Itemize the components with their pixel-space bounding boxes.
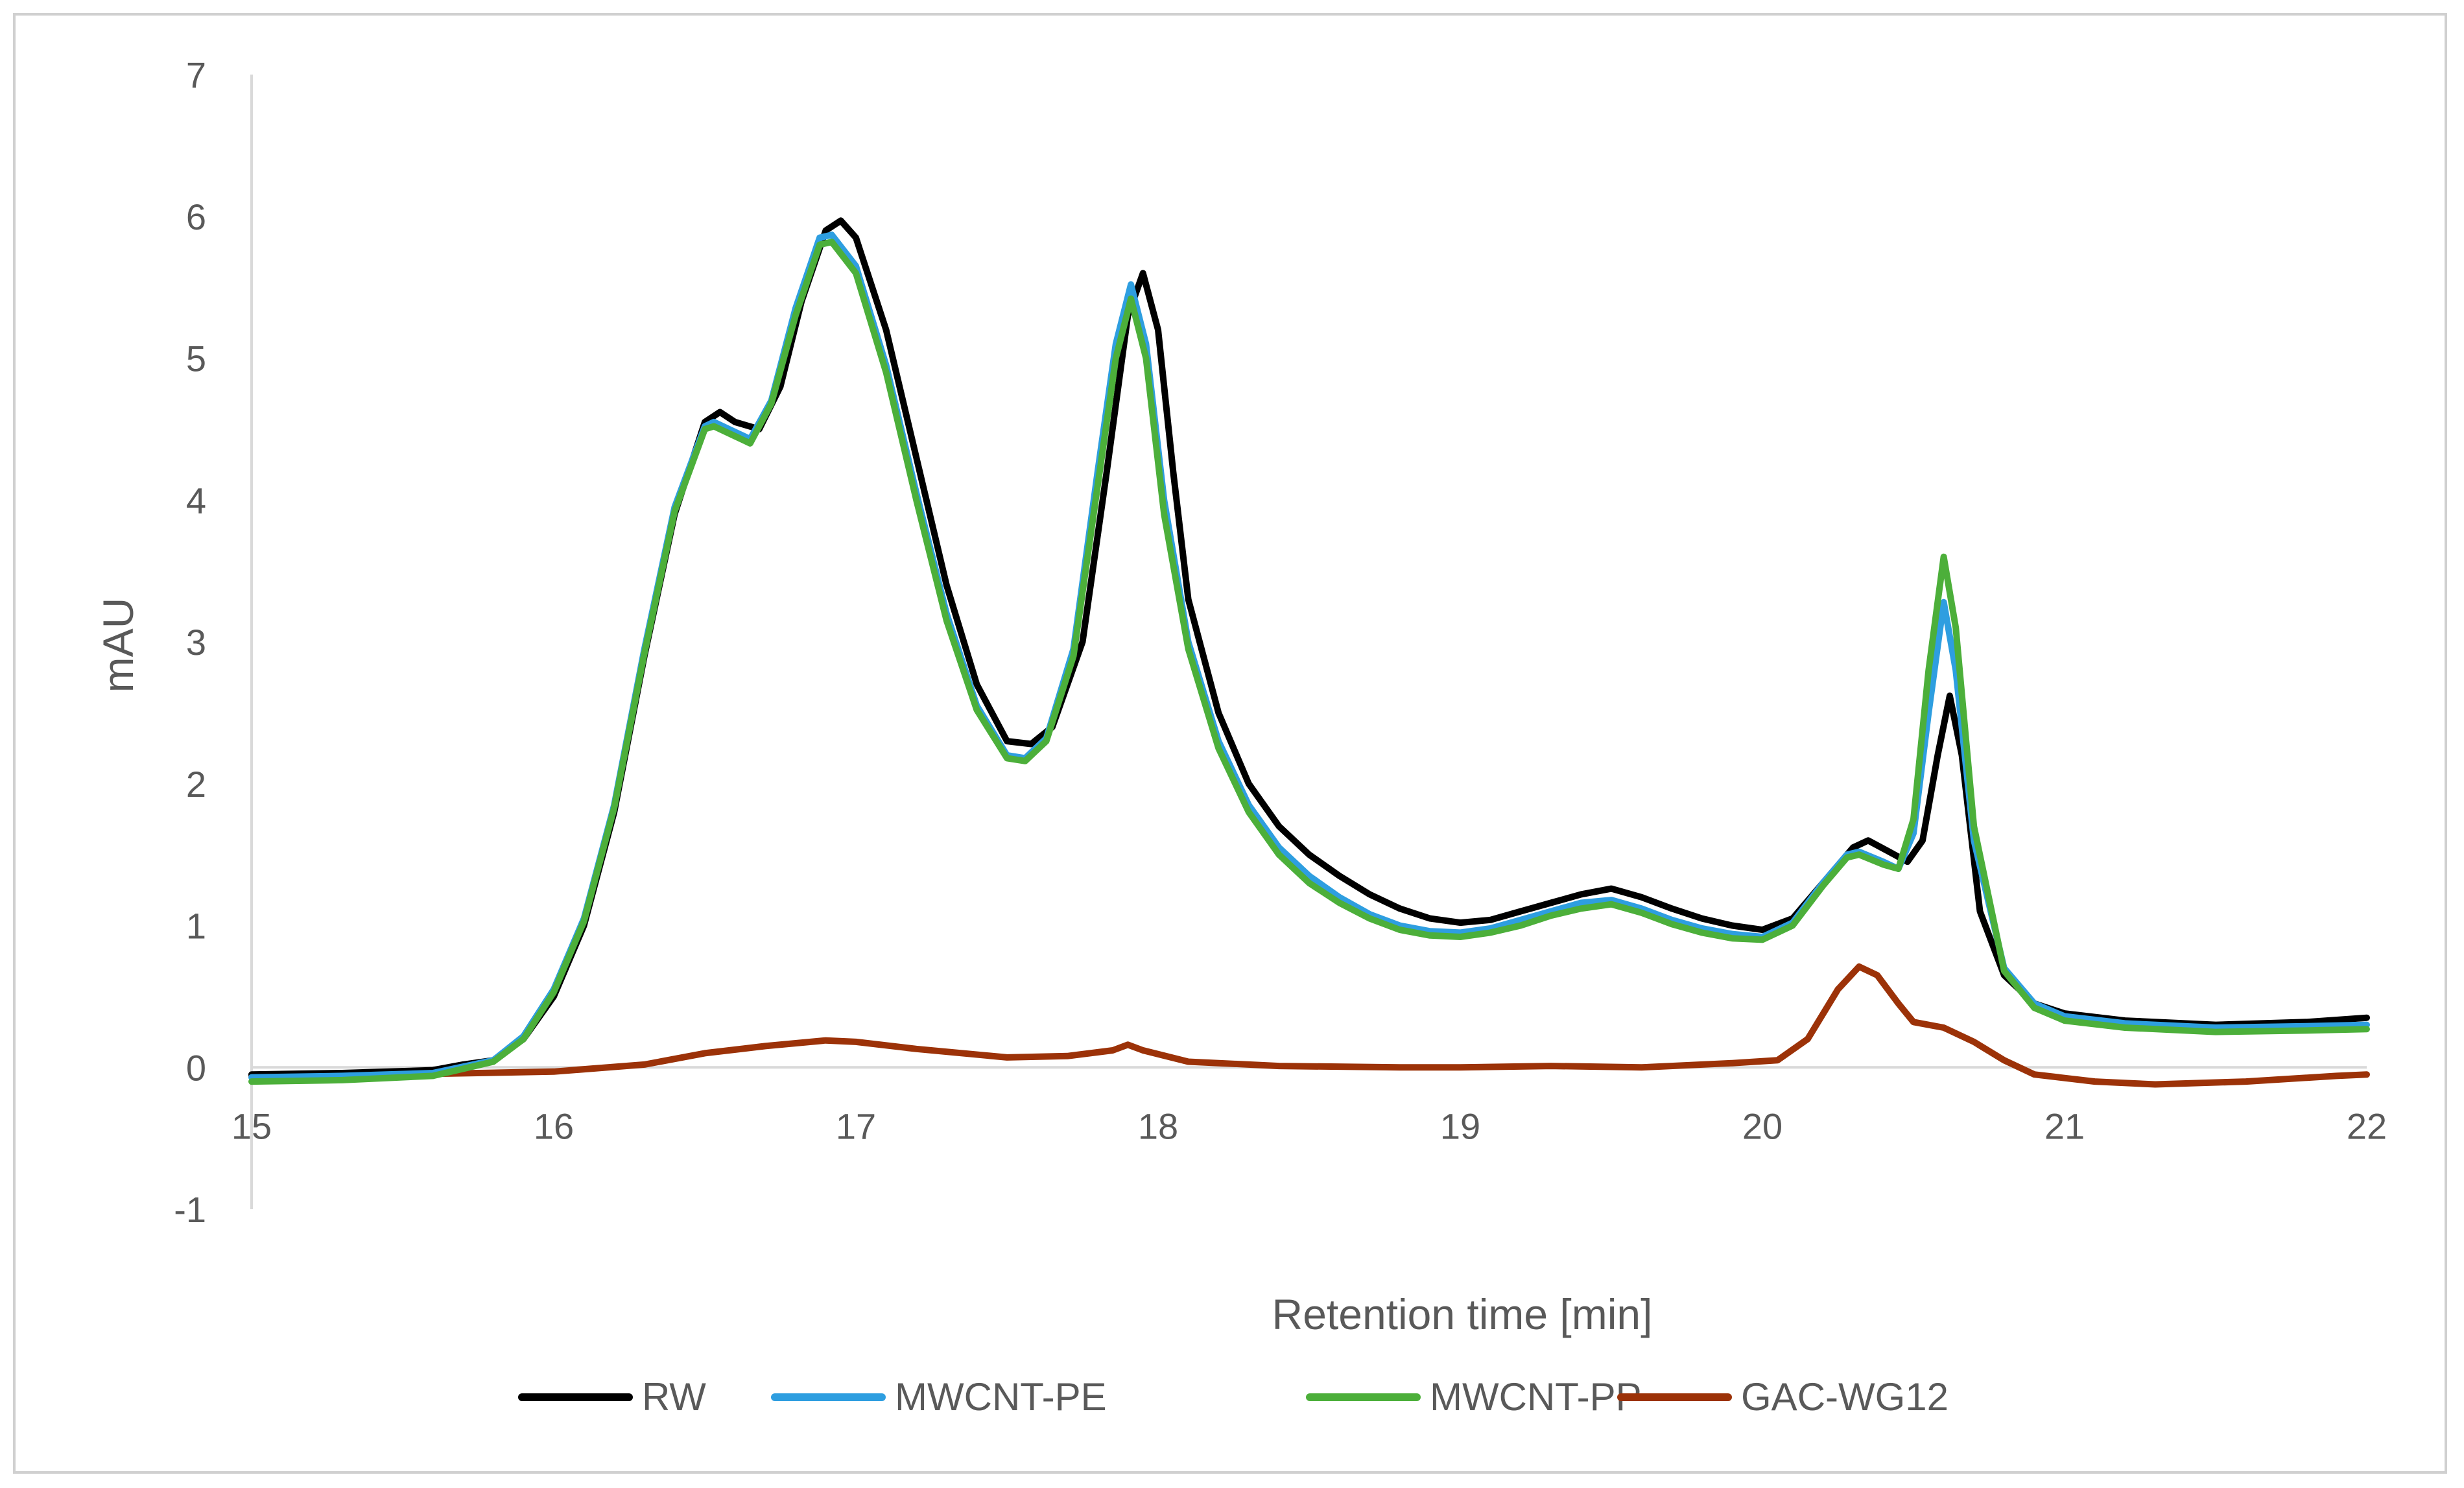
series-line-gac-wg12 (248, 963, 2370, 1088)
y-tick-label: 4 (186, 480, 206, 521)
series-line-mwcnt-pp (248, 239, 2370, 1085)
legend-label: RW (642, 1375, 706, 1419)
x-tick-label: 16 (534, 1105, 574, 1146)
legend: RW MWCNT-PE MWCNT-PP GAC-WG12 (518, 1375, 1949, 1419)
y-tick-label: 1 (186, 906, 206, 947)
y-tick-label: 2 (186, 764, 206, 805)
y-tick-label: 7 (186, 54, 206, 95)
plot-area (248, 217, 2370, 1088)
y-tick-label: 3 (186, 622, 206, 663)
legend-label: MWCNT-PE (895, 1375, 1107, 1419)
x-axis-title: Retention time [min] (1272, 1290, 1653, 1338)
x-tick-label: 18 (1138, 1105, 1178, 1146)
x-tick-label: 15 (231, 1105, 272, 1146)
legend-label: MWCNT-PP (1430, 1375, 1642, 1419)
x-tick-label: 20 (1742, 1105, 1783, 1146)
series-line-rw (248, 217, 2370, 1078)
y-tick-label: 6 (186, 196, 206, 237)
x-tick-label: 22 (2347, 1105, 2387, 1146)
y-tick-label: 5 (186, 338, 206, 379)
y-axis-title: mAU (94, 598, 142, 693)
x-tick-label: 21 (2044, 1105, 2085, 1146)
x-tick-label: 19 (1440, 1105, 1480, 1146)
y-tick-label: 0 (186, 1047, 206, 1088)
x-tick-label: 17 (836, 1105, 876, 1146)
legend-label: GAC-WG12 (1741, 1375, 1949, 1419)
y-tick-label: -1 (174, 1189, 206, 1230)
